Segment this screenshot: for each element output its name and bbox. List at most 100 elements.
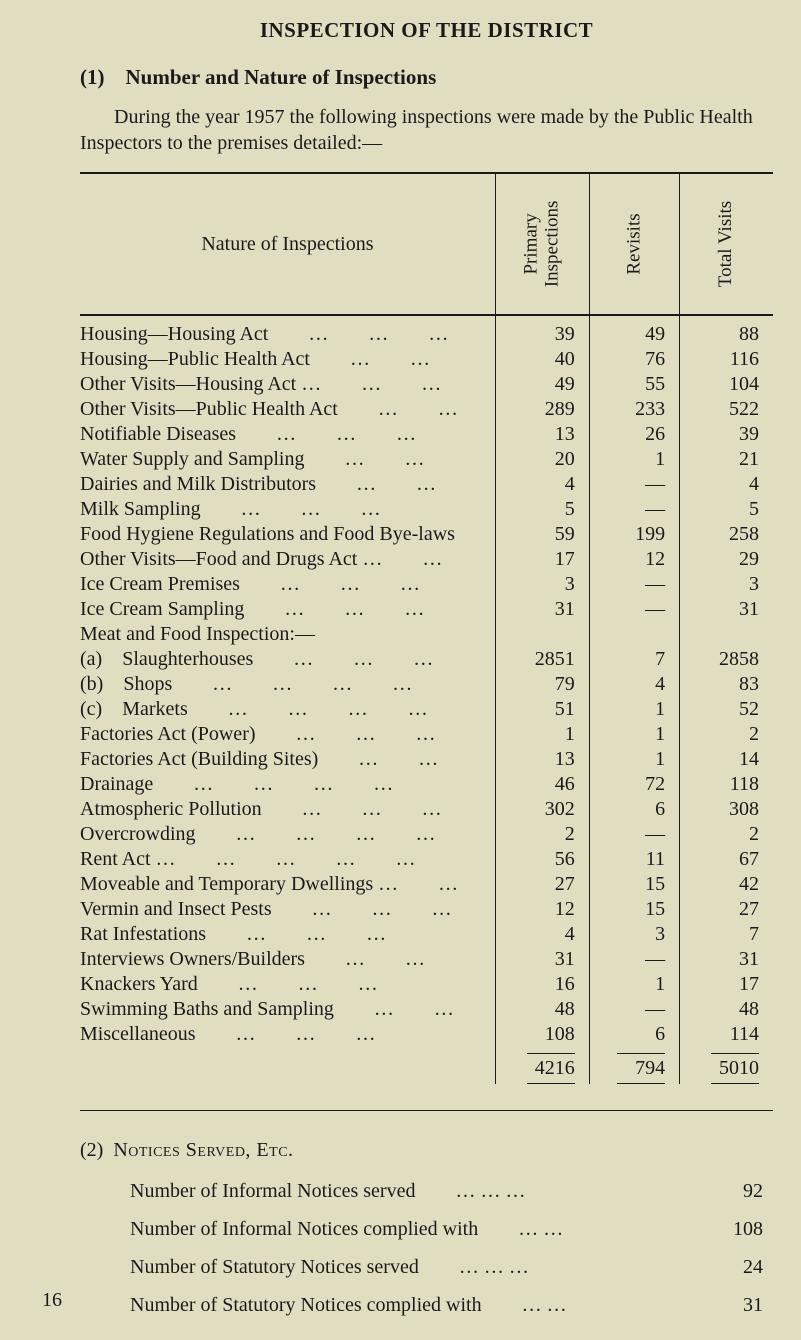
row-revisits: —: [589, 947, 679, 972]
row-total: 116: [680, 347, 773, 372]
table-row: Other Visits—Housing Act … … …4955104: [80, 372, 773, 397]
table-header-row: Nature of Inspections Primary Inspection…: [80, 174, 773, 315]
row-primary: 49: [495, 372, 589, 397]
row-primary: 17: [495, 547, 589, 572]
row-total: 17: [680, 972, 773, 997]
row-total: 3: [680, 572, 773, 597]
row-primary: 108: [495, 1022, 589, 1047]
row-label: (c) Markets … … … …: [80, 697, 495, 722]
row-label: Other Visits—Housing Act … … …: [80, 372, 495, 397]
row-primary: 1: [495, 722, 589, 747]
row-primary: 46: [495, 772, 589, 797]
row-revisits: 76: [589, 347, 679, 372]
row-primary: 79: [495, 672, 589, 697]
row-revisits: —: [589, 997, 679, 1022]
row-label: Interviews Owners/Builders … …: [80, 947, 495, 972]
row-total: 67: [680, 847, 773, 872]
row-total: 88: [680, 322, 773, 347]
row-label: Atmospheric Pollution … … …: [80, 797, 495, 822]
row-revisits: 12: [589, 547, 679, 572]
table-row: Interviews Owners/Builders … …31—31: [80, 947, 773, 972]
row-label: Notifiable Diseases … … …: [80, 422, 495, 447]
table-row: Rent Act … … … … …561167: [80, 847, 773, 872]
row-revisits: 11: [589, 847, 679, 872]
table-row: (c) Markets … … … …51152: [80, 697, 773, 722]
row-label: Rat Infestations … … …: [80, 922, 495, 947]
notices-list: Number of Informal Notices served … … …9…: [80, 1172, 773, 1324]
row-total: 31: [680, 597, 773, 622]
notice-value: 92: [703, 1172, 773, 1210]
row-total: 39: [680, 422, 773, 447]
row-revisits: 55: [589, 372, 679, 397]
row-primary: 59: [495, 522, 589, 547]
row-total: 2: [680, 822, 773, 847]
row-revisits: 1: [589, 972, 679, 997]
row-total: 83: [680, 672, 773, 697]
section-2-heading: (2) Notices Served, Etc.: [80, 1139, 773, 1162]
row-revisits: 1: [589, 697, 679, 722]
row-primary: 31: [495, 947, 589, 972]
row-revisits: 26: [589, 422, 679, 447]
table-body: Housing—Housing Act … … …394988Housing—P…: [80, 315, 773, 1084]
separator-rule: [80, 1110, 773, 1111]
col-revisits-header: Revisits: [589, 174, 679, 315]
row-label: Factories Act (Power) … … …: [80, 722, 495, 747]
row-label: Swimming Baths and Sampling … …: [80, 997, 495, 1022]
section-1-intro: During the year 1957 the following inspe…: [80, 104, 773, 156]
table-row: Knackers Yard … … …16117: [80, 972, 773, 997]
row-total: 52: [680, 697, 773, 722]
row-primary: [495, 622, 589, 647]
row-primary: 48: [495, 997, 589, 1022]
notice-label: Number of Statutory Notices complied wit…: [130, 1286, 703, 1324]
row-revisits: 72: [589, 772, 679, 797]
table-row: Drainage … … … …4672118: [80, 772, 773, 797]
row-primary: 12: [495, 897, 589, 922]
section-1-heading: (1) Number and Nature of Inspections: [80, 65, 773, 90]
row-primary: 5: [495, 497, 589, 522]
notice-row: Number of Informal Notices served … … …9…: [80, 1172, 773, 1210]
row-total: 2858: [680, 647, 773, 672]
row-revisits: 3: [589, 922, 679, 947]
page-number: 16: [42, 1289, 62, 1312]
table-row: (a) Slaughterhouses … … …285172858: [80, 647, 773, 672]
row-total: 308: [680, 797, 773, 822]
row-primary: 3: [495, 572, 589, 597]
notice-value: 24: [703, 1248, 773, 1286]
table-row: Meat and Food Inspection:—: [80, 622, 773, 647]
row-total: 7: [680, 922, 773, 947]
table-row: Water Supply and Sampling … …20121: [80, 447, 773, 472]
row-label: Ice Cream Sampling … … …: [80, 597, 495, 622]
table-row: Miscellaneous … … …1086114: [80, 1022, 773, 1047]
row-primary: 31: [495, 597, 589, 622]
row-label: Miscellaneous … … …: [80, 1022, 495, 1047]
row-label: Meat and Food Inspection:—: [80, 622, 495, 647]
notice-row: Number of Statutory Notices served … … ……: [80, 1248, 773, 1286]
row-label: Knackers Yard … … …: [80, 972, 495, 997]
row-revisits: 199: [589, 522, 679, 547]
page: INSPECTION OF THE DISTRICT (1) Number an…: [0, 0, 801, 1340]
table-row: Atmospheric Pollution … … …3026308: [80, 797, 773, 822]
row-total: 104: [680, 372, 773, 397]
table-row: Housing—Housing Act … … …394988: [80, 322, 773, 347]
row-revisits: 6: [589, 797, 679, 822]
row-primary: 4: [495, 922, 589, 947]
row-total: 4: [680, 472, 773, 497]
row-total: 5: [680, 497, 773, 522]
row-label: Ice Cream Premises … … …: [80, 572, 495, 597]
row-primary: 4: [495, 472, 589, 497]
row-label: Housing—Public Health Act … …: [80, 347, 495, 372]
row-primary: 51: [495, 697, 589, 722]
row-total: 27: [680, 897, 773, 922]
row-primary: 13: [495, 422, 589, 447]
row-total: 21: [680, 447, 773, 472]
row-revisits: 49: [589, 322, 679, 347]
row-label: (a) Slaughterhouses … … …: [80, 647, 495, 672]
row-revisits: 1: [589, 747, 679, 772]
inspections-table-wrap: Nature of Inspections Primary Inspection…: [80, 172, 773, 1084]
row-total: 42: [680, 872, 773, 897]
total-primary: 4216: [495, 1047, 589, 1084]
notice-label: Number of Statutory Notices served … … …: [130, 1248, 703, 1286]
row-label: Food Hygiene Regulations and Food Bye-la…: [80, 522, 495, 547]
row-label: Milk Sampling … … …: [80, 497, 495, 522]
col-primary-header: Primary Inspections: [495, 174, 589, 315]
